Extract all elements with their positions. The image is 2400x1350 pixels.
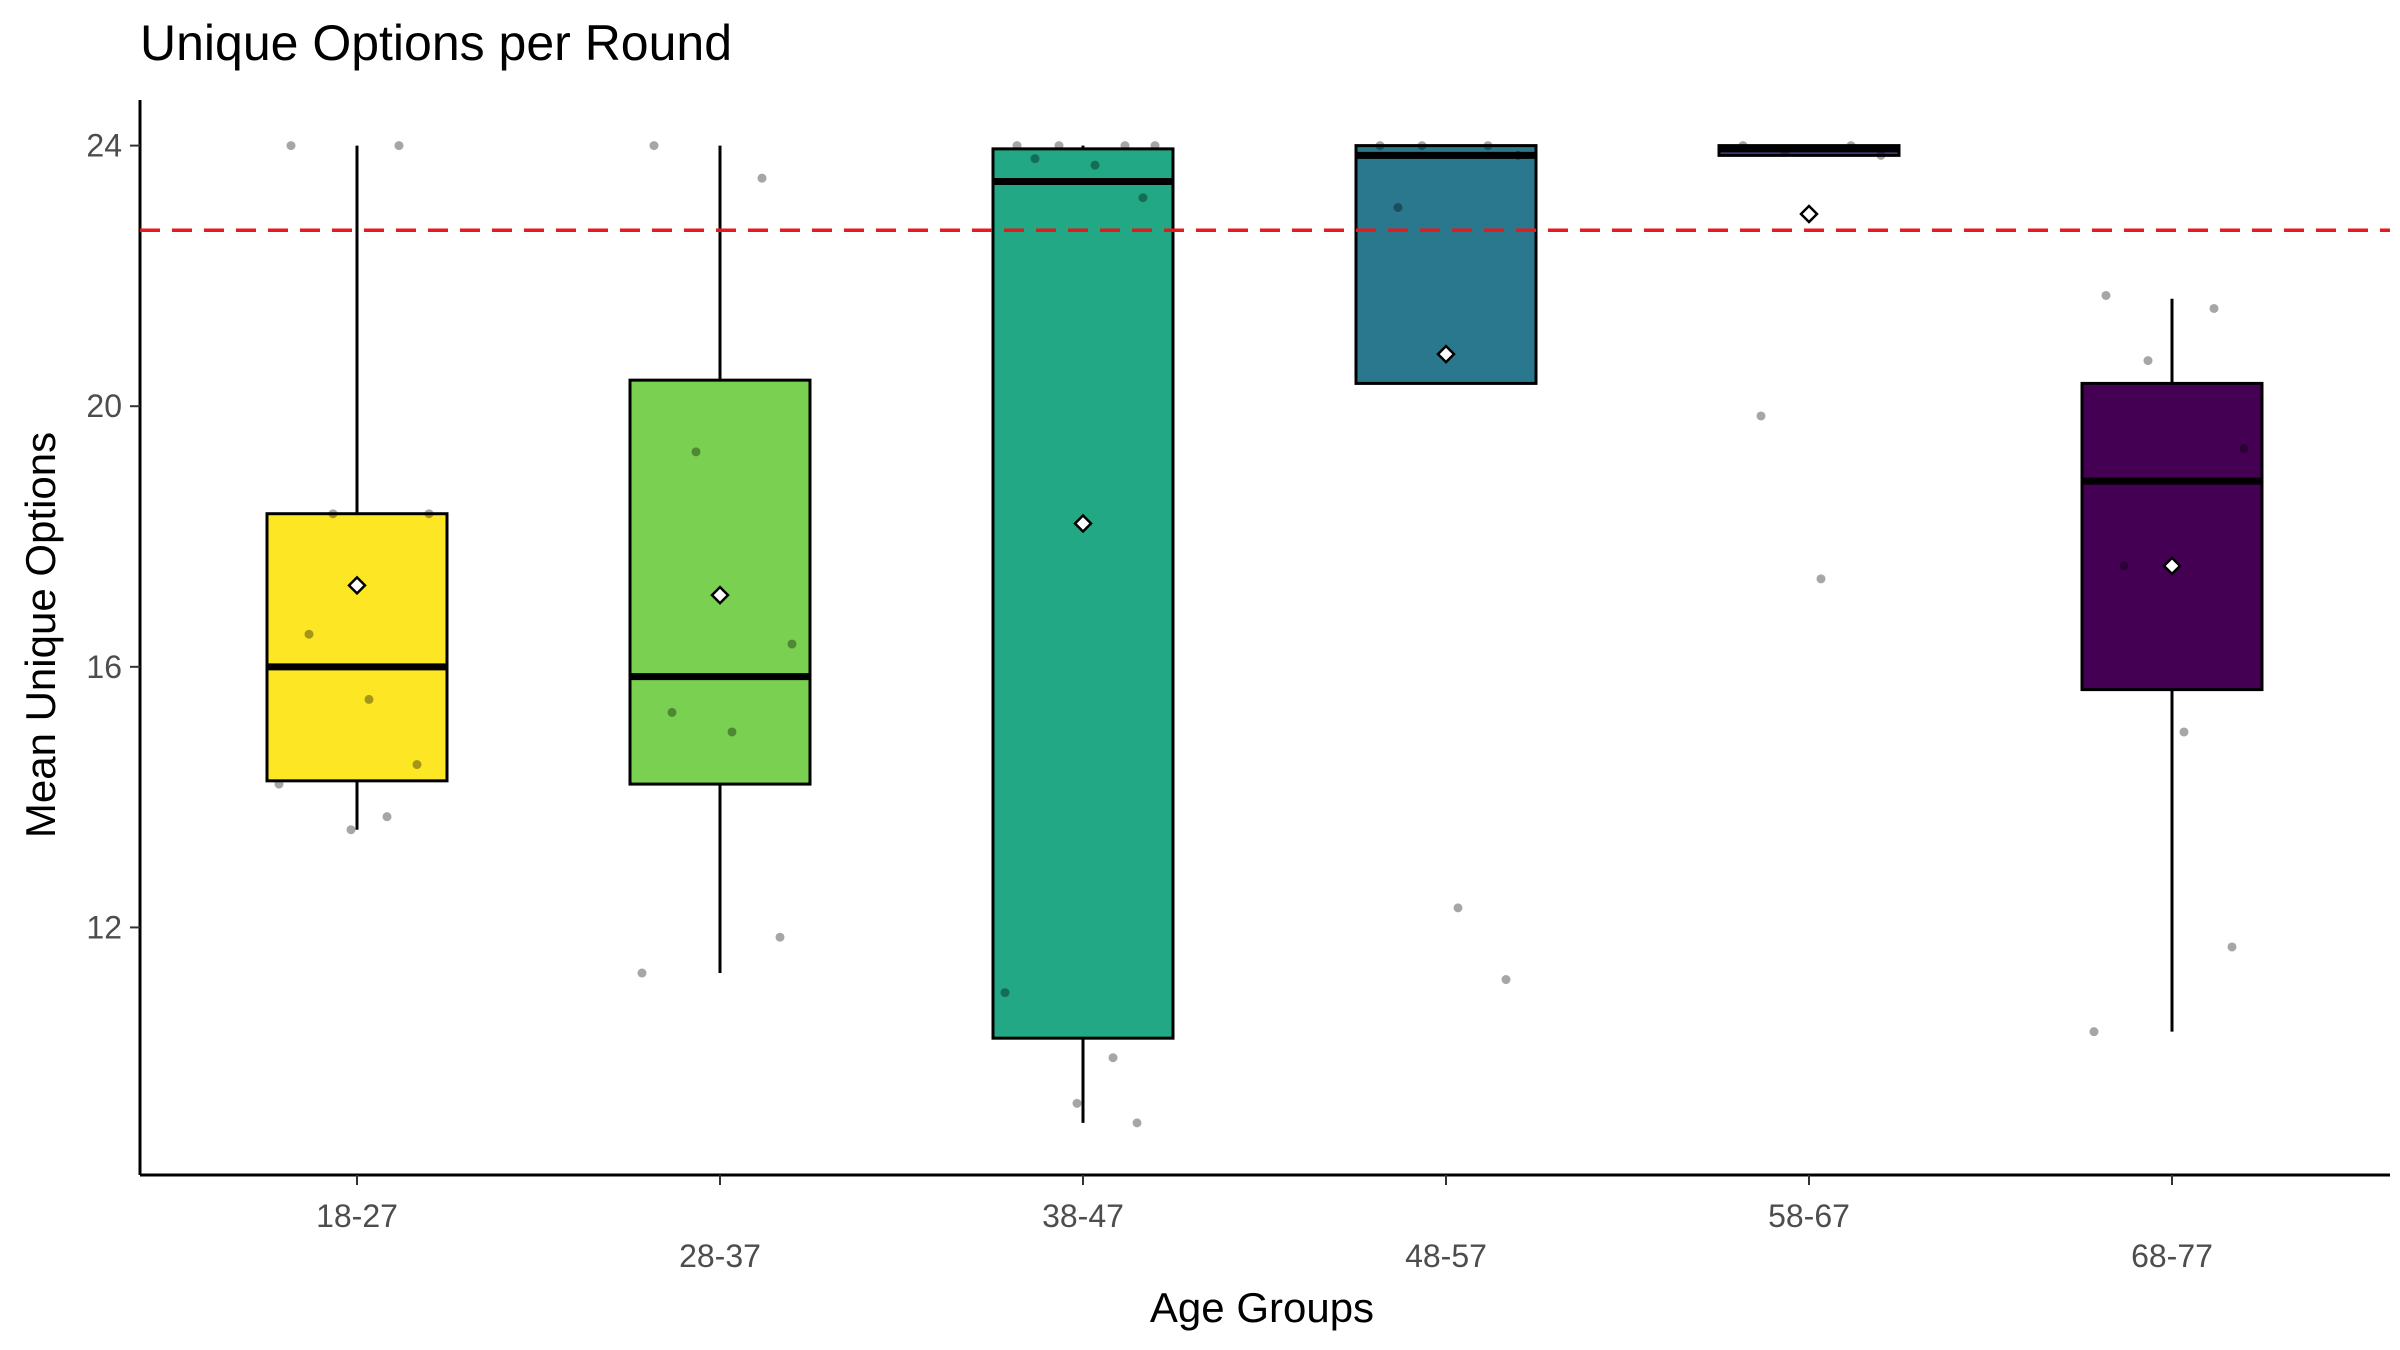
data-point — [2143, 356, 2153, 366]
data-point — [1393, 203, 1403, 212]
data-point — [346, 825, 356, 835]
data-point — [1738, 141, 1748, 151]
data-point — [2101, 290, 2111, 300]
mean-marker — [1799, 204, 1819, 224]
x-tick-label: 68-77 — [2131, 1238, 2213, 1274]
data-point — [1816, 574, 1826, 584]
data-point — [1846, 141, 1856, 151]
x-tick-label: 38-47 — [1042, 1198, 1124, 1234]
x-tick-label: 48-57 — [1405, 1238, 1487, 1274]
data-point — [2119, 561, 2129, 571]
mean-marker — [1073, 513, 1093, 534]
x-axis-title: Age Groups — [1150, 1284, 1374, 1331]
y-tick-label: 12 — [86, 909, 122, 945]
data-point — [1030, 154, 1040, 164]
x-tick-label: 28-37 — [679, 1238, 761, 1274]
box-68-77 — [2080, 381, 2264, 692]
data-point — [637, 968, 647, 978]
mean-marker — [2162, 556, 2182, 576]
mean-marker — [710, 585, 730, 605]
box-38-47 — [991, 147, 1175, 1040]
data-point — [2089, 1027, 2099, 1037]
data-point — [1876, 150, 1886, 160]
y-axis-title: Mean Unique Options — [17, 432, 64, 838]
data-point — [1501, 975, 1511, 985]
data-point — [1132, 1118, 1142, 1128]
data-point — [2209, 303, 2219, 313]
data-point — [1513, 150, 1523, 160]
chart-title: Unique Options per Round — [140, 15, 732, 71]
data-point — [1453, 903, 1463, 913]
data-point — [2227, 942, 2237, 952]
data-point — [328, 509, 338, 519]
box-18-27 — [265, 512, 449, 783]
data-point — [1150, 141, 1160, 151]
data-point — [1756, 411, 1766, 421]
data-point — [787, 639, 797, 649]
data-point — [1780, 147, 1790, 157]
data-point — [691, 447, 701, 457]
data-point — [412, 760, 422, 770]
data-point — [286, 141, 296, 151]
y-tick-label: 20 — [86, 388, 122, 424]
data-point — [1072, 1098, 1082, 1108]
data-point — [274, 779, 284, 789]
box-48-57 — [1354, 144, 1538, 385]
data-point — [1138, 193, 1148, 203]
mean-marker — [347, 575, 367, 596]
plot-area: 12 16 20 24 18-27 28-37 38-47 48-57 58-67 68-77 — [86, 100, 2390, 1274]
data-point — [364, 694, 374, 704]
data-point — [757, 173, 767, 183]
data-point — [1108, 1053, 1118, 1063]
data-point — [2239, 444, 2249, 454]
data-point — [1000, 988, 1010, 998]
data-point — [1417, 141, 1427, 151]
data-point — [667, 707, 677, 717]
data-point — [727, 727, 737, 737]
x-tick-label: 18-27 — [316, 1198, 398, 1234]
data-point — [2179, 727, 2189, 737]
data-point — [382, 812, 392, 822]
data-point — [775, 932, 785, 942]
data-point — [1012, 141, 1022, 151]
data-point — [1120, 141, 1130, 151]
mean-marker — [1436, 344, 1456, 364]
data-point — [1375, 141, 1385, 151]
data-point — [649, 141, 659, 151]
x-tick-label: 58-67 — [1768, 1198, 1850, 1234]
y-tick-label: 24 — [86, 128, 122, 164]
data-point — [1054, 141, 1064, 151]
data-point — [1483, 141, 1493, 151]
y-tick-label: 16 — [86, 649, 122, 685]
data-point — [424, 509, 434, 519]
data-point — [304, 629, 314, 639]
data-point — [1090, 160, 1100, 170]
data-point — [394, 141, 404, 151]
box-28-37 — [628, 378, 812, 786]
